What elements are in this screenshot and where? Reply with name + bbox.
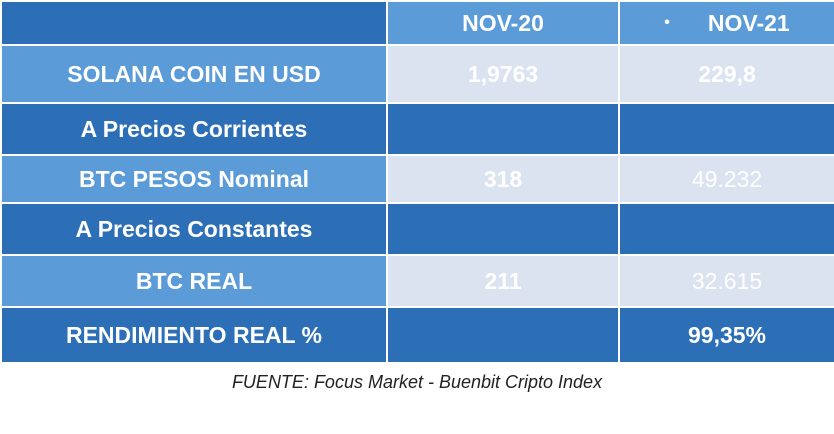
header-nov21-cell: • NOV-21 — [618, 0, 834, 46]
table-row: BTC REAL 211 32.615 — [0, 254, 834, 308]
header-nov21: NOV-21 — [707, 9, 790, 36]
cell-value: 211 — [386, 254, 620, 308]
cell-value: 99,35% — [618, 306, 834, 364]
table-row: SOLANA COIN EN USD 1,9763 229,8 — [0, 44, 834, 104]
comparison-table: NOV-20 • NOV-21 SOLANA COIN EN USD 1,9763… — [0, 0, 834, 364]
table-row: RENDIMIENTO REAL % 99,35% — [0, 306, 834, 364]
bullet-icon: • — [664, 13, 670, 31]
header-nov20: NOV-20 — [386, 0, 620, 46]
cell-value: 229,8 — [618, 44, 834, 104]
cell-value: 49.232 — [618, 154, 834, 204]
table-row: A Precios Constantes — [0, 202, 834, 256]
row-label: SOLANA COIN EN USD — [0, 44, 388, 104]
row-label: A Precios Constantes — [0, 202, 388, 256]
cell-value — [386, 306, 620, 364]
cell-value: 32.615 — [618, 254, 834, 308]
cell-value: 318 — [386, 154, 620, 204]
header-corner-cell — [0, 0, 388, 46]
table-row: A Precios Corrientes — [0, 102, 834, 156]
header-row: NOV-20 • NOV-21 — [0, 0, 834, 46]
cell-value — [386, 102, 620, 156]
table-row: BTC PESOS Nominal 318 49.232 — [0, 154, 834, 204]
cell-value — [618, 202, 834, 256]
cell-value — [618, 102, 834, 156]
cell-value: 1,9763 — [386, 44, 620, 104]
row-label: RENDIMIENTO REAL % — [0, 306, 388, 364]
source-note: FUENTE: Focus Market - Buenbit Cripto In… — [231, 372, 603, 392]
row-label: A Precios Corrientes — [0, 102, 388, 156]
row-label: BTC PESOS Nominal — [0, 154, 388, 204]
row-label: BTC REAL — [0, 254, 388, 308]
cell-value — [386, 202, 620, 256]
